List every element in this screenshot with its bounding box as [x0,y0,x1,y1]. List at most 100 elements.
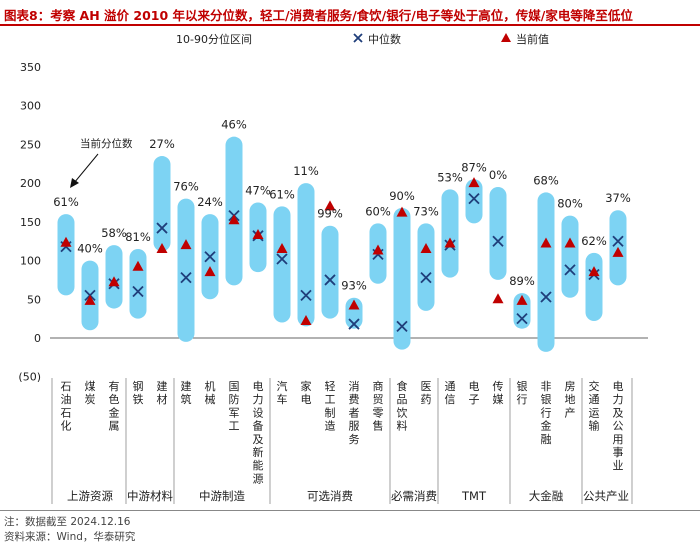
group-labels: 上游资源 中游材料 中游制造 可选消费 必需消费 TMT 大金融 公共产业 [51,378,633,504]
category-label: 银行 [517,379,528,406]
median-marker [348,318,360,330]
median-marker [204,251,216,263]
percentile-label: 62% [581,234,607,248]
percentile-label: 27% [149,137,175,151]
current-marker [84,294,96,305]
median-marker [564,264,576,276]
percentile-label: 11% [293,164,319,178]
category-label: 电子 [469,380,480,406]
median-marker [468,192,480,205]
current-marker [372,244,384,255]
annotation-arrowhead [70,178,79,188]
category-label: 家电 [301,379,312,406]
percentile-label: 68% [533,173,559,187]
range-bar [153,156,171,252]
category-label: 电力设备及新能源 [253,380,264,485]
y-tick-label: 0 [34,332,41,345]
current-marker [180,239,192,250]
y-tick-label: 350 [20,61,41,74]
category-label: 汽车 [277,379,288,406]
y-tick-label: 150 [20,216,41,229]
chart-title: 图表8：考察 AH 溢价 2010 年以来分位数，轻工/消费者服务/食饮/银行/… [4,8,633,23]
percentile-label: 40% [77,242,103,256]
current-marker [132,260,144,271]
category-label: 非银行金融 [541,380,552,446]
range-bar [417,223,435,311]
category-label: 食品饮料 [397,379,408,433]
range-bar [57,214,75,296]
range-bar [321,225,339,319]
percentile-label: 61% [53,195,79,209]
group-label: TMT [461,489,487,503]
percentile-label: 53% [437,170,463,184]
legend-range-label: 10-90分位区间 [176,32,252,46]
category-label: 房地产 [565,380,576,419]
percentile-label: 99% [317,207,343,221]
current-marker [60,236,72,247]
current-marker [228,214,240,225]
group-label: 公共产业 [583,489,629,503]
group-label: 大金融 [529,489,564,503]
current-marker [156,242,168,253]
group-label: 可选消费 [307,489,353,503]
title-divider [0,24,700,26]
range-bar [225,136,243,286]
legend-current-label: 当前值 [516,32,549,46]
y-tick-label: 250 [20,138,41,151]
current-marker [468,177,480,188]
annotation-arrow [73,153,99,184]
median-marker [492,235,504,247]
percentile-label: 37% [605,191,631,205]
range-bar [489,187,507,280]
range-bar [441,189,459,278]
current-marker [588,266,600,277]
percentile-label: 47% [245,184,271,198]
range-bar [393,207,411,350]
category-label: 钢铁 [133,380,144,406]
category-label: 有色金属 [109,379,120,433]
category-label: 机械 [205,379,216,406]
percentile-label: 76% [173,180,199,194]
current-marker [564,237,576,248]
group-label: 必需消费 [391,489,437,503]
current-marker [108,276,120,287]
range-bar [561,215,579,298]
range-bar [585,252,603,321]
median-marker [132,285,144,298]
current-marker [396,206,408,217]
median-marker [396,320,408,333]
current-markers [60,177,624,325]
percentile-label: 60% [365,204,391,218]
data-source: 资料来源：Wind，华泰研究 [4,531,136,543]
group-label: 上游资源 [67,489,113,503]
category-label: 煤炭 [85,380,96,406]
legend-median-label: 中位数 [368,32,401,46]
median-marker [420,271,432,284]
current-marker [276,242,288,253]
range-bar [513,293,531,329]
current-marker [444,237,456,248]
group-label: 中游制造 [199,489,245,503]
percentile-label: 73% [413,204,439,218]
range-bar [177,198,195,342]
category-label: 石油石化 [61,380,72,433]
category-label: 医药 [421,380,432,406]
current-marker [612,246,624,257]
percentile-label: 80% [557,197,583,211]
y-tick-label: (50) [18,371,41,384]
footer-divider [0,510,700,511]
range-bar [297,183,315,327]
current-marker [324,200,336,211]
category-label: 通信 [445,380,456,406]
category-label: 消费者服务 [349,379,360,446]
y-tick-label: 50 [27,293,41,306]
category-label: 建材 [157,379,168,406]
percentile-label: 24% [197,195,223,209]
current-marker [420,242,432,253]
current-marker [348,299,360,310]
category-label: 交通运输 [589,379,600,433]
group-label: 中游材料 [127,489,173,503]
percentile-label: 89% [509,274,535,288]
